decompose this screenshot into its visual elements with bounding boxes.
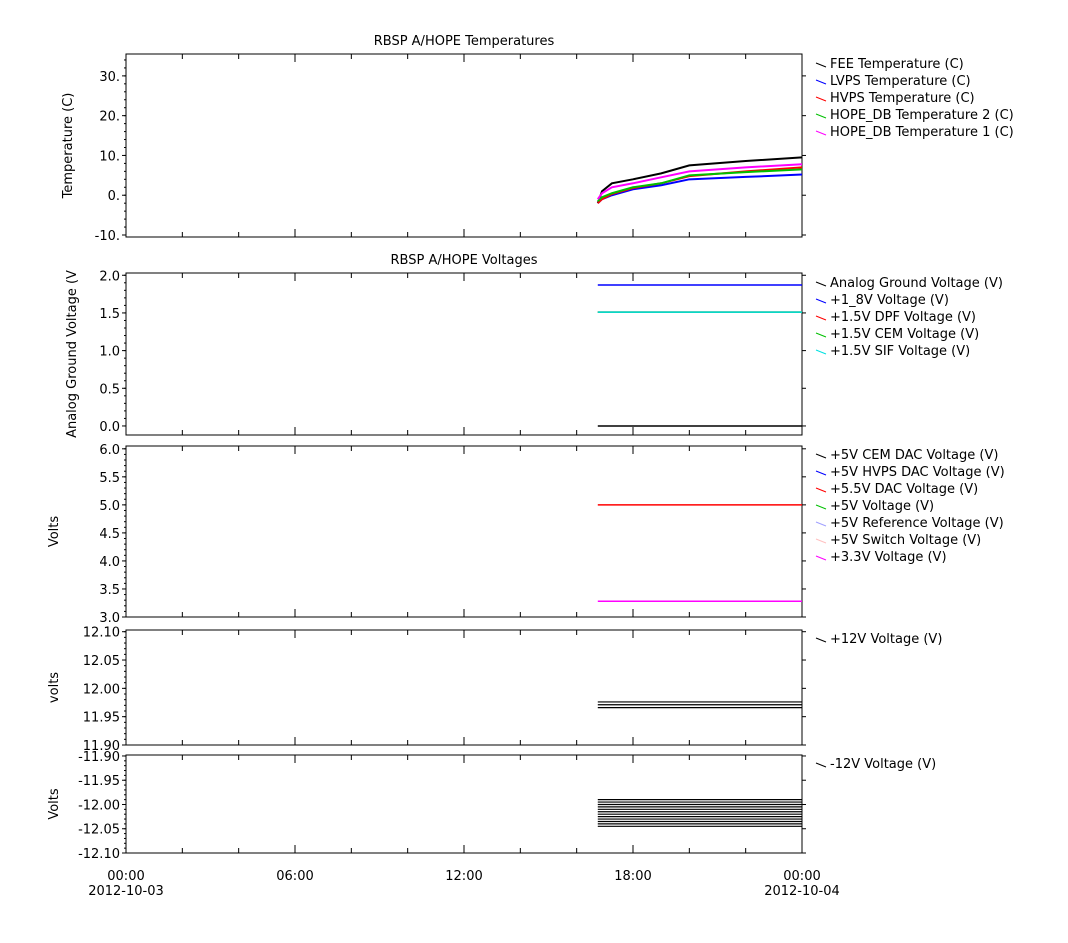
x-tick-date: 2012-10-03 (88, 884, 164, 899)
y-tick-label: 0.0 (99, 420, 120, 435)
legend-label: +5V Voltage (V) (830, 499, 934, 514)
legend-swatch (815, 130, 827, 136)
panel-5: Volts -11.90 -11.95 -12.00 -12.05 -12.10 -12V … (47, 750, 936, 862)
legend-swatch (815, 332, 827, 338)
panel-3: Volts 6.0 5.5 5.0 4.5 4.0 3.5 3.0 +5V CEM DAC Vo… (47, 443, 1005, 626)
y-tick-label: 10. (99, 149, 120, 164)
y-tick-label: 2.0 (99, 269, 120, 284)
y-tick-label: 1.0 (99, 345, 120, 360)
legend-swatch (815, 453, 827, 459)
plot-frame (125, 53, 803, 238)
y-tick-label: 11.95 (83, 711, 120, 726)
legend-label: HOPE_DB Temperature 1 (C) (830, 125, 1014, 140)
y-tick-label: -12.10 (78, 847, 120, 862)
legend-label: HOPE_DB Temperature 2 (C) (830, 108, 1014, 123)
y-tick-label: 4.0 (99, 555, 120, 570)
series-line (596, 163, 803, 200)
plot-frame (125, 272, 803, 436)
legend-swatch (815, 281, 827, 287)
y-tick-label: 0.5 (99, 382, 120, 397)
legend-swatch (815, 315, 827, 321)
y-tick-label: -12.00 (78, 798, 120, 813)
legend-label: LVPS Temperature (C) (830, 74, 971, 89)
panel-1: RBSP A/HOPE Temperatures Temperature (C) 3… (61, 34, 1014, 244)
legend-swatch (815, 96, 827, 102)
y-axis-label: Volts (47, 788, 62, 820)
legend-swatch (815, 762, 827, 768)
y-tick-label: 12.10 (83, 626, 120, 641)
y-tick-label: 5.5 (99, 471, 120, 486)
legend-swatch (815, 538, 827, 544)
y-tick-label: 5.0 (99, 499, 120, 514)
series-line (597, 166, 803, 204)
y-tick-label: 12.00 (83, 682, 120, 697)
legend-label: +5V Switch Voltage (V) (830, 533, 981, 548)
y-tick-label: -11.95 (78, 774, 120, 789)
y-tick-label: -12.05 (78, 823, 120, 838)
panel-title: RBSP A/HOPE Temperatures (374, 34, 555, 49)
legend-label: +3.3V Voltage (V) (830, 550, 947, 565)
y-tick-label: 6.0 (99, 443, 120, 458)
y-axis-label: volts (47, 672, 62, 703)
panel-title: RBSP A/HOPE Voltages (391, 253, 538, 268)
y-axis-label: Temperature (C) (61, 93, 76, 200)
y-tick-label: 11.90 (83, 739, 120, 754)
legend-swatch (815, 487, 827, 493)
y-tick-label: 30. (99, 70, 120, 85)
legend-swatch (815, 521, 827, 527)
legend-swatch (815, 113, 827, 119)
legend-label: +5V CEM DAC Voltage (V) (830, 448, 998, 463)
plot-frame (125, 445, 803, 618)
legend-label: +1.5V DPF Voltage (V) (830, 310, 976, 325)
legend-label: +5V HVPS DAC Voltage (V) (830, 465, 1005, 480)
series-line (597, 168, 803, 202)
legend-label: -12V Voltage (V) (830, 757, 936, 772)
legend-swatch (815, 555, 827, 561)
y-tick-label: 20. (99, 110, 120, 125)
legend-swatch (815, 504, 827, 510)
y-tick-label: 4.5 (99, 527, 120, 542)
legend-label: +1.5V CEM Voltage (V) (830, 327, 979, 342)
panel-4: volts 12.10 12.05 12.00 11.95 11.90 +12V Volta… (47, 626, 942, 754)
x-tick-label: 00:00 (107, 869, 144, 884)
x-tick-label: 12:00 (445, 869, 482, 884)
y-axis-label: Analog Ground Voltage (V (65, 270, 80, 438)
legend-label: FEE Temperature (C) (830, 57, 964, 72)
y-axis-label: Volts (47, 516, 62, 548)
x-tick-label: 06:00 (276, 869, 313, 884)
x-tick-label: 00:00 (783, 869, 820, 884)
plot-frame (125, 629, 803, 746)
y-tick-label: -11.90 (78, 750, 120, 765)
x-tick-label: 18:00 (614, 869, 651, 884)
legend-label: +1.5V SIF Voltage (V) (830, 344, 970, 359)
y-tick-label: 1.5 (99, 307, 120, 322)
legend-label: +12V Voltage (V) (830, 632, 942, 647)
series-line (596, 156, 803, 204)
y-tick-label: 12.05 (83, 654, 120, 669)
legend-swatch (815, 470, 827, 476)
y-tick-label: 3.0 (99, 611, 120, 626)
panel-2: RBSP A/HOPE Voltages Analog Ground Voltag… (65, 253, 1003, 438)
legend-swatch (815, 62, 827, 68)
y-tick-label: -10. (95, 229, 120, 244)
y-tick-label: 3.5 (99, 583, 120, 598)
legend-label: HVPS Temperature (C) (830, 91, 975, 106)
legend-swatch (815, 298, 827, 304)
legend-swatch (815, 79, 827, 85)
y-tick-label: 0. (108, 189, 120, 204)
x-tick-date: 2012-10-04 (764, 884, 840, 899)
legend-swatch (815, 637, 827, 643)
legend-swatch (815, 349, 827, 355)
legend-label: +5.5V DAC Voltage (V) (830, 482, 978, 497)
legend-label: +1_8V Voltage (V) (830, 293, 949, 308)
legend-label: +5V Reference Voltage (V) (830, 516, 1004, 531)
legend-label: Analog Ground Voltage (V) (830, 276, 1003, 291)
